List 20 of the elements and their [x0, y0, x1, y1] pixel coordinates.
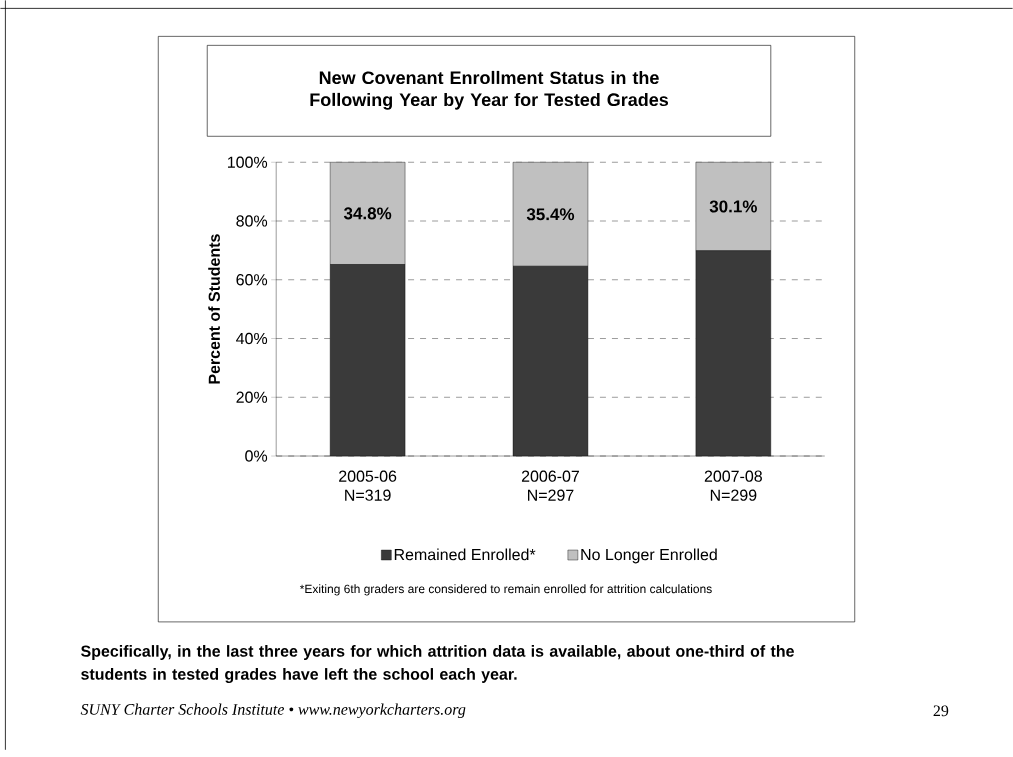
chart-title: New Covenant Enrollment Status in the Following Year by Year for Tested Grades: [310, 70, 669, 110]
y-tick-label: 0%: [245, 450, 268, 462]
text: *Exiting 6th graders are considered to remain enrolled for attrition calculations: [299, 584, 712, 596]
legend-label: Remained Enrolled*: [394, 548, 536, 561]
x-tick-label: 2006-07 N=297: [521, 470, 579, 501]
text: 29: [933, 705, 949, 717]
data-label: 30.1%: [709, 200, 757, 213]
x-tick-label: 2005-06 N=319: [339, 470, 397, 501]
text: Specifically, in the last three years for which attrition data is available, about one-third of the students in tested grades have left the school each year.: [81, 645, 794, 684]
y-tick-label: 60%: [236, 274, 268, 286]
y-tick-label: 20%: [236, 391, 268, 404]
y-tick-label: 80%: [236, 215, 268, 227]
data-label: 35.4%: [526, 208, 575, 221]
data-label: 34.8%: [343, 207, 392, 220]
y-tick-label: 100%: [228, 156, 268, 169]
y-tick-label: 40%: [236, 332, 268, 345]
x-tick-label: 2007-08 N=299: [704, 470, 762, 501]
text: SUNY Charter Schools Institute • www.newyorkcharters.org: [80, 703, 466, 719]
y-axis-title: Percent of Students: [208, 234, 220, 384]
legend-label: No Longer Enrolled: [581, 548, 717, 564]
